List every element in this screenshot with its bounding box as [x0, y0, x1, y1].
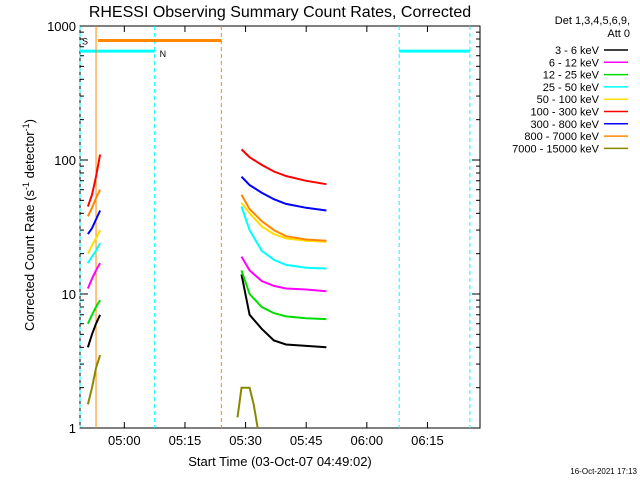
y-axis-label-part2: detector — [22, 131, 37, 182]
legend-label-3: 12 - 25 keV — [543, 70, 600, 82]
legend-label-7: 300 - 800 keV — [531, 119, 600, 131]
legend-label-2: 6 - 12 keV — [549, 57, 600, 69]
x-tick-label: 06:00 — [351, 433, 384, 448]
series-line-2 — [240, 256, 327, 293]
series-line-1 — [240, 274, 327, 349]
x-tick-label: 06:15 — [411, 433, 444, 448]
legend-label-8: 800 - 7000 keV — [524, 131, 599, 143]
series-line-1 — [86, 314, 102, 348]
series-line-8 — [240, 194, 327, 242]
series-line-3 — [86, 299, 101, 325]
series-line-7 — [87, 210, 102, 235]
legend-label-6: 100 - 300 keV — [531, 107, 600, 119]
plot-area — [79, 25, 481, 429]
legend-label-4: 25 - 50 keV — [543, 82, 600, 94]
legend-label-9: 7000 - 15000 keV — [512, 143, 600, 155]
series-line-5 — [87, 229, 101, 255]
night-flag-label: N — [160, 49, 167, 59]
axes: 05:00 05:15 05:30 05:45 06:00 06:15 1 10 100 1000 — [47, 19, 480, 448]
series-line-4 — [87, 242, 101, 264]
series-line-9 — [236, 386, 259, 429]
legend-header-att: Att 0 — [607, 28, 630, 40]
y-tick-label: 1000 — [47, 19, 76, 34]
y-axis-label: Corrected Count Rate (s-1 detector-1) — [21, 119, 37, 331]
annotation-layer: NS — [79, 26, 471, 428]
y-axis-label-part3: ) — [22, 119, 37, 123]
y-tick-label: 1 — [69, 421, 76, 436]
series-line-2 — [86, 262, 101, 289]
series-line-3 — [240, 270, 327, 321]
x-tick-label: 05:00 — [108, 433, 141, 448]
series-line-5 — [240, 202, 327, 243]
legend-label-5: 50 - 100 keV — [537, 94, 600, 106]
series-line-4 — [240, 206, 327, 270]
series-line-9 — [86, 354, 102, 405]
y-axis-label-sup2: -1 — [21, 123, 31, 131]
chart-title: RHESSI Observing Summary Count Rates, Co… — [89, 4, 471, 21]
legend-header: Det 1,3,4,5,6,9, — [555, 15, 630, 27]
saa-flag-label: S — [82, 36, 88, 46]
series-line-6 — [86, 154, 102, 207]
series-layer — [86, 148, 327, 429]
x-axis-label: Start Time (03-Oct-07 04:49:02) — [188, 454, 372, 469]
y-axis-label-part1: Corrected Count Rate (s — [22, 190, 37, 331]
x-tick-label: 05:30 — [229, 433, 262, 448]
y-tick-label: 100 — [54, 153, 76, 168]
y-axis-label-sup1: -1 — [21, 182, 31, 190]
footer-timestamp: 16-Oct-2021 17:13 — [570, 467, 637, 476]
plot-frame — [79, 25, 481, 429]
series-line-8 — [86, 189, 101, 217]
series-line-6 — [240, 148, 327, 186]
series-line-7 — [240, 176, 327, 212]
y-tick-label: 10 — [62, 287, 76, 302]
legend-label-1: 3 - 6 keV — [555, 45, 600, 57]
x-tick-label: 05:45 — [290, 433, 323, 448]
x-tick-label: 05:15 — [169, 433, 202, 448]
